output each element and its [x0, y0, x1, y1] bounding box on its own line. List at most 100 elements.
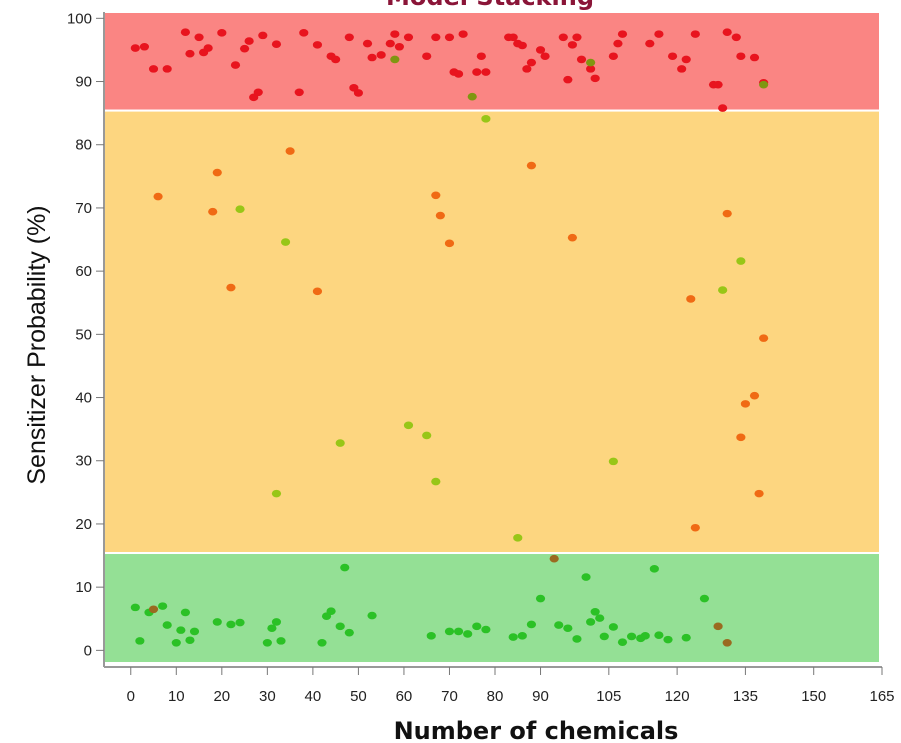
- data-point: [435, 211, 445, 220]
- data-point: [617, 638, 628, 646]
- data-point: [508, 33, 518, 42]
- x-tick-label: 165: [869, 688, 894, 705]
- data-point: [586, 618, 596, 626]
- x-tick-label: 150: [801, 688, 826, 705]
- y-tick-label: 40: [75, 390, 92, 407]
- data-point: [481, 625, 491, 634]
- band-1: [103, 109, 881, 555]
- data-point: [194, 33, 204, 42]
- data-point: [572, 635, 582, 643]
- data-point: [130, 603, 140, 612]
- probability-bands: [103, 11, 881, 665]
- data-point: [576, 55, 587, 64]
- data-point: [667, 52, 678, 61]
- data-point: [608, 52, 618, 61]
- data-point: [472, 622, 482, 631]
- data-point: [749, 53, 760, 62]
- x-tick-label: 60: [396, 688, 413, 705]
- axes: [103, 12, 882, 668]
- data-point: [162, 621, 172, 629]
- data-point: [444, 627, 455, 636]
- data-point: [558, 33, 568, 42]
- data-point: [599, 632, 609, 641]
- data-point: [453, 70, 464, 78]
- data-point: [431, 191, 441, 200]
- data-point: [148, 605, 159, 614]
- data-point: [271, 618, 282, 626]
- x-tick-label: 40: [305, 688, 322, 705]
- data-point: [722, 638, 732, 647]
- data-point: [686, 295, 696, 303]
- data-point: [262, 638, 272, 647]
- data-point: [431, 477, 441, 486]
- data-point: [385, 39, 395, 48]
- data-point: [749, 391, 760, 400]
- data-point: [549, 554, 559, 563]
- data-point: [180, 608, 190, 617]
- data-point: [212, 618, 222, 626]
- data-point: [645, 39, 655, 48]
- data-point: [626, 632, 637, 641]
- data-point: [517, 632, 527, 640]
- band-2: [103, 552, 881, 665]
- data-point: [212, 168, 222, 177]
- data-point: [677, 65, 687, 73]
- data-point: [422, 431, 432, 440]
- data-point: [244, 37, 254, 45]
- data-point: [158, 602, 168, 610]
- data-point: [690, 523, 700, 532]
- data-point: [390, 30, 400, 38]
- data-point: [563, 624, 573, 633]
- data-point: [476, 52, 486, 61]
- data-point: [736, 52, 746, 61]
- data-point: [230, 61, 241, 69]
- data-point: [135, 637, 145, 645]
- data-point: [367, 53, 377, 62]
- x-tick-label: 80: [487, 688, 504, 705]
- data-point: [731, 33, 741, 42]
- data-point: [444, 33, 455, 42]
- data-point: [326, 607, 336, 615]
- data-point: [590, 608, 600, 616]
- x-tick-label: 0: [127, 688, 135, 705]
- data-point: [586, 58, 596, 67]
- data-point: [535, 594, 546, 603]
- x-tick-label: 30: [259, 688, 276, 705]
- data-point: [718, 104, 728, 112]
- data-point: [285, 147, 295, 155]
- data-point: [426, 632, 436, 640]
- data-point: [271, 40, 282, 49]
- data-point: [226, 620, 236, 629]
- data-point: [335, 439, 345, 447]
- y-tick-label: 60: [75, 263, 92, 280]
- data-point: [294, 88, 304, 97]
- data-point: [258, 31, 268, 40]
- data-point: [344, 628, 354, 637]
- data-point: [713, 80, 723, 89]
- data-point: [590, 74, 600, 83]
- data-point: [567, 41, 578, 49]
- x-tick-label: 20: [213, 688, 230, 705]
- data-point: [567, 233, 578, 242]
- data-point: [362, 39, 373, 48]
- data-point: [759, 80, 769, 89]
- data-point: [540, 52, 550, 61]
- data-point: [239, 44, 250, 53]
- data-point: [754, 489, 764, 498]
- data-points: [130, 28, 769, 647]
- data-point: [253, 88, 263, 97]
- data-point: [171, 638, 181, 647]
- data-point: [517, 41, 527, 50]
- data-point: [722, 209, 732, 218]
- data-point: [130, 44, 140, 52]
- y-tick-label: 100: [67, 10, 92, 27]
- data-point: [740, 400, 751, 408]
- data-point: [217, 29, 227, 37]
- data-point: [526, 161, 537, 170]
- y-tick-label: 20: [75, 516, 92, 533]
- data-point: [526, 620, 537, 629]
- data-point: [649, 565, 659, 573]
- data-point: [654, 631, 664, 639]
- y-tick-label: 90: [75, 74, 92, 91]
- data-point: [226, 283, 236, 292]
